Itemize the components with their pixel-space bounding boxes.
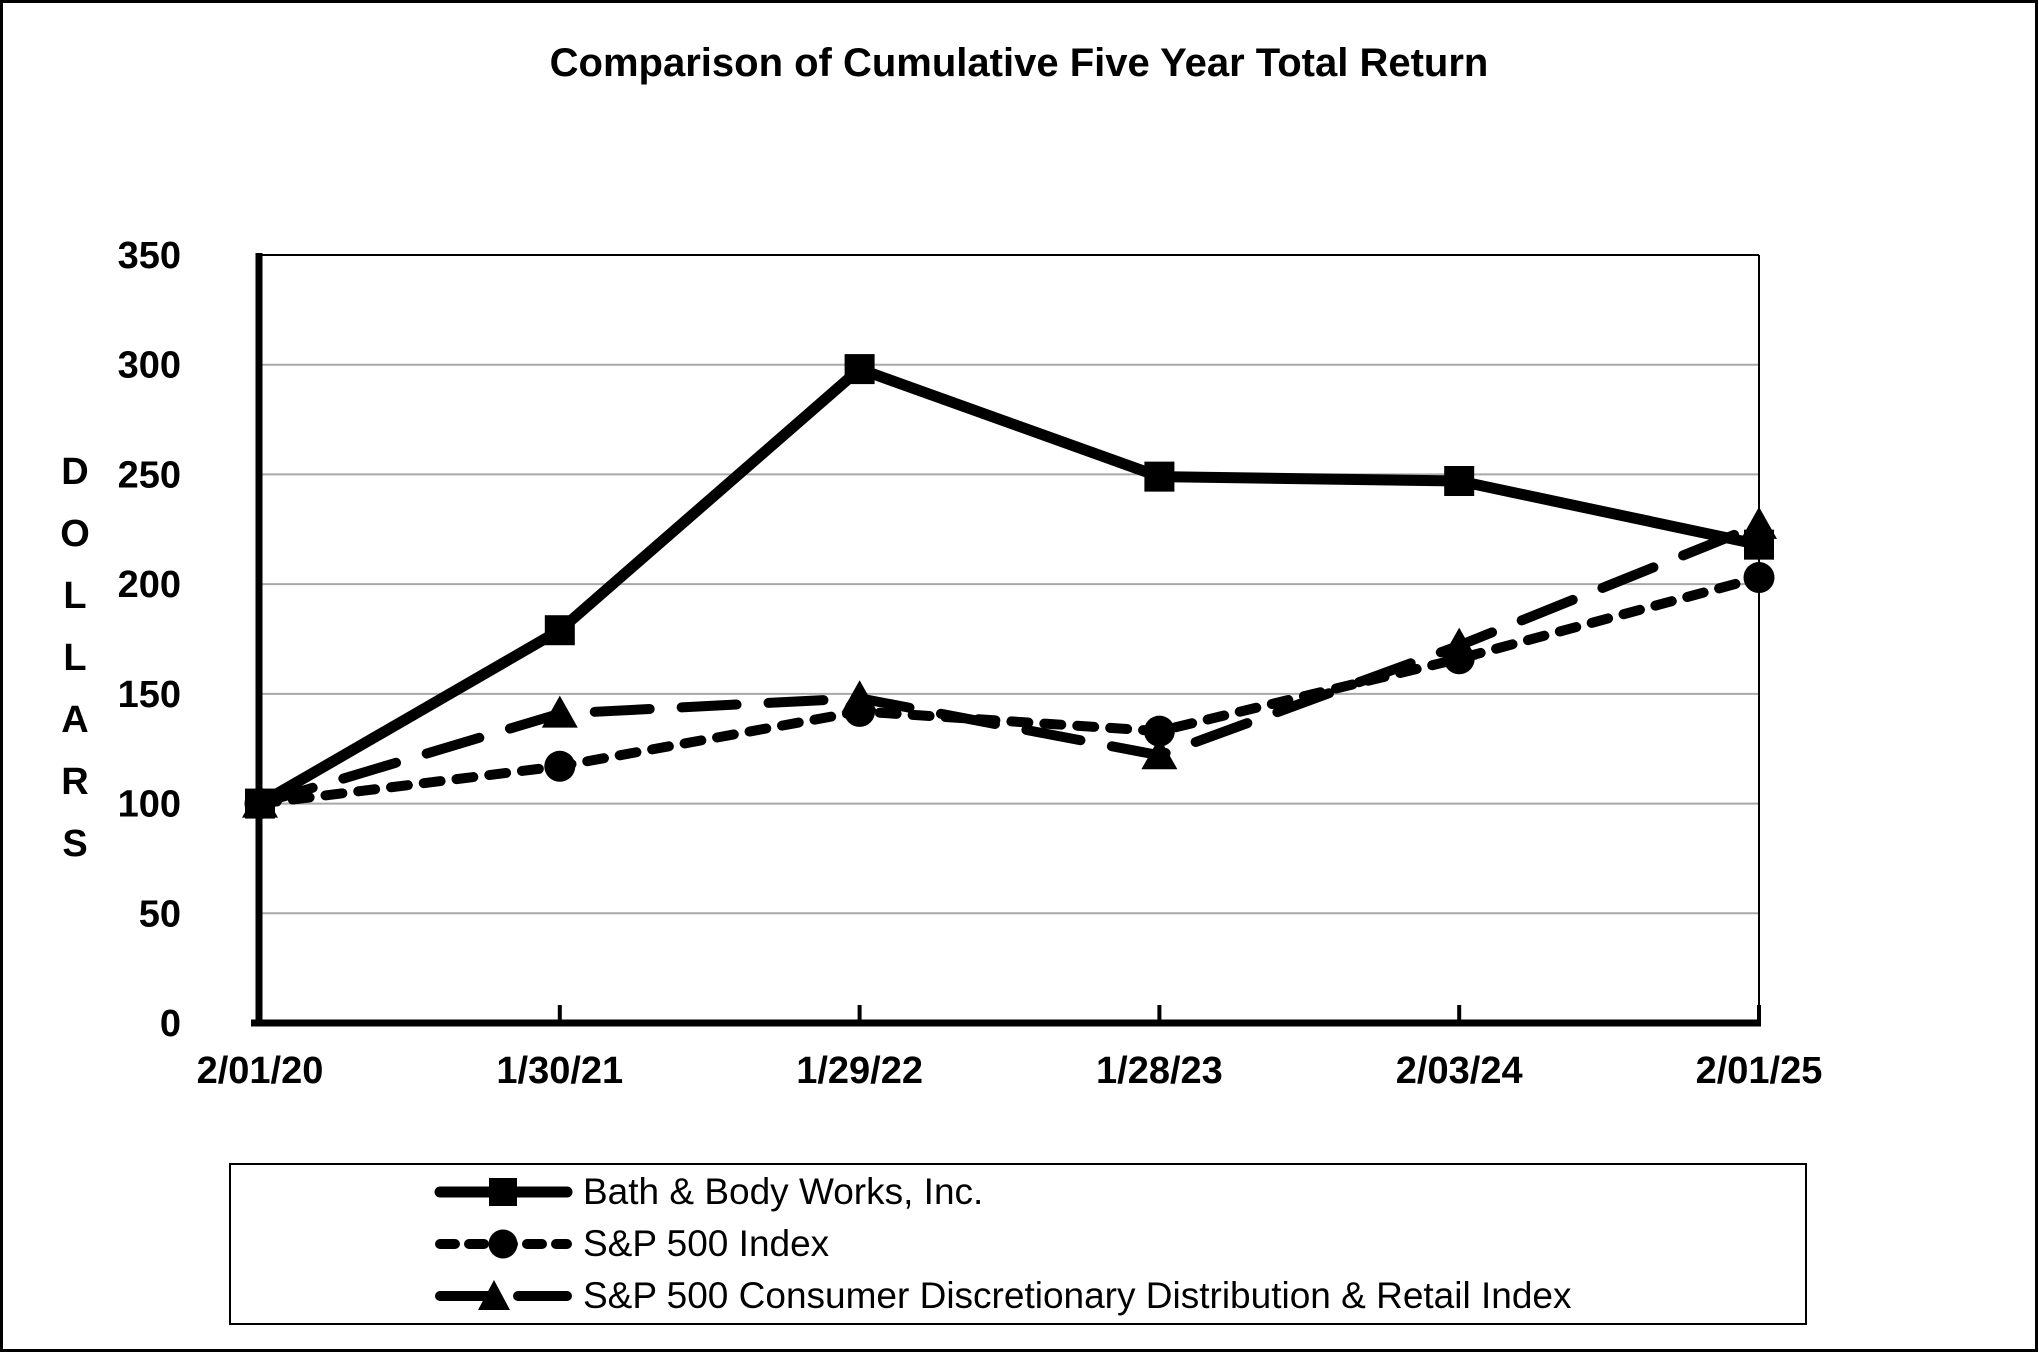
series-circle	[244, 562, 1775, 820]
y-tick-label: 350	[118, 235, 181, 277]
y-tick-label: 250	[118, 454, 181, 496]
legend: Bath & Body Works, Inc. S&P 500 Index S&…	[229, 1163, 1807, 1325]
triangle-marker	[541, 695, 578, 728]
x-tick-label: 2/03/24	[1396, 1050, 1523, 1092]
square-marker	[1444, 466, 1475, 497]
legend-line-triangle-icon	[435, 1280, 572, 1310]
x-tick-label: 2/01/20	[197, 1050, 324, 1092]
series-square	[245, 354, 1774, 819]
series-line	[255, 519, 1764, 809]
chart-title: Comparison of Cumulative Five Year Total…	[549, 41, 1489, 85]
triangle-marker	[1441, 627, 1478, 660]
y-axis-title-letter: A	[61, 699, 89, 741]
x-tick-label: 1/30/21	[496, 1050, 623, 1092]
y-tick-label: 100	[118, 784, 181, 826]
x-tick-label: 2/01/25	[1696, 1050, 1823, 1092]
legend-item: Bath & Body Works, Inc.	[434, 1167, 1805, 1217]
y-tick-label: 0	[160, 1003, 181, 1045]
triangle-marker	[841, 680, 878, 713]
x-tick-label: 1/29/22	[796, 1050, 923, 1092]
legend-label: Bath & Body Works, Inc.	[583, 1171, 984, 1212]
y-tick-label: 150	[118, 674, 181, 716]
square-marker	[1144, 461, 1175, 492]
y-axis-title-letter: R	[61, 761, 89, 803]
square-marker	[1744, 529, 1774, 560]
circle-marker	[1143, 715, 1175, 747]
circle-marker	[488, 1229, 518, 1259]
x-tick-label: 1/28/23	[1096, 1050, 1223, 1092]
y-axis-title-letter: L	[63, 637, 87, 679]
series-triangle	[242, 506, 1777, 818]
line-chart: 0 50 100 150 200 250 300 350 2/01/20 1/30/21 1/29/…	[118, 235, 1823, 1092]
square-marker	[489, 1178, 517, 1206]
y-axis-title-letter: L	[63, 575, 87, 617]
y-tick-label: 50	[139, 893, 181, 935]
legend-item: S&P 500 Consumer Discretionary Distribut…	[435, 1271, 1805, 1321]
y-tick-label: 300	[118, 345, 181, 387]
legend-item: S&P 500 Index	[435, 1219, 1805, 1269]
square-marker	[544, 615, 575, 646]
series-line	[255, 572, 1764, 809]
triangle-marker	[1141, 737, 1178, 770]
legend-line-square-icon	[434, 1178, 573, 1206]
y-axis-title-letter: D	[61, 451, 89, 493]
triangle-marker	[478, 1280, 510, 1310]
y-tick-label: 200	[118, 564, 181, 606]
square-marker	[844, 354, 875, 385]
y-axis-title-letter: O	[60, 513, 90, 555]
y-axis-title-letter: S	[62, 823, 88, 865]
legend-label: S&P 500 Consumer Discretionary Distribut…	[583, 1275, 1572, 1316]
circle-marker	[1743, 562, 1775, 594]
legend-label: S&P 500 Index	[583, 1223, 830, 1264]
series-line	[254, 363, 1765, 810]
circle-marker	[544, 750, 576, 782]
legend-line-circle-icon	[435, 1229, 572, 1259]
